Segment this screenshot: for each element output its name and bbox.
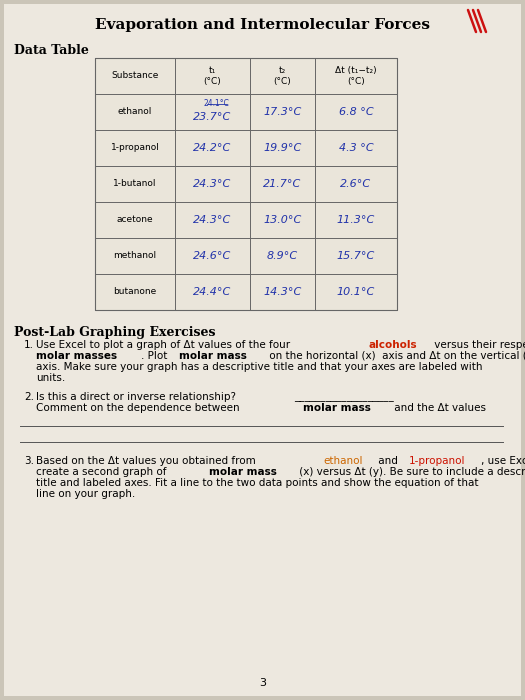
Text: 11.3°C: 11.3°C [337, 215, 375, 225]
Text: Evaporation and Intermolecular Forces: Evaporation and Intermolecular Forces [95, 18, 430, 32]
Text: Use Excel to plot a graph of Δt values of the four: Use Excel to plot a graph of Δt values o… [36, 340, 293, 350]
Text: ethanol: ethanol [118, 108, 152, 116]
Text: molar mass: molar mass [303, 403, 371, 413]
Text: 19.9°C: 19.9°C [264, 143, 302, 153]
Text: t₁
(°C): t₁ (°C) [204, 66, 222, 86]
Text: acetone: acetone [117, 216, 153, 225]
Text: versus their respective: versus their respective [431, 340, 525, 350]
Text: methanol: methanol [113, 251, 156, 260]
Text: 2.6°C: 2.6°C [340, 179, 372, 189]
Text: units.: units. [36, 373, 65, 383]
Text: ___________________: ___________________ [294, 392, 394, 402]
Text: Post-Lab Graphing Exercises: Post-Lab Graphing Exercises [14, 326, 215, 339]
Text: 24.2°C: 24.2°C [193, 143, 232, 153]
Bar [95, 58, 397, 310]
Text: 3: 3 [259, 678, 266, 688]
Text: 17.3°C: 17.3°C [264, 107, 302, 117]
Text: 13.0°C: 13.0°C [264, 215, 302, 225]
Text: molar masses: molar masses [36, 351, 117, 361]
Text: 1.: 1. [24, 340, 34, 350]
Text: 23.7°C: 23.7°C [193, 112, 232, 122]
Text: and: and [375, 456, 401, 466]
Text: 21.7°C: 21.7°C [264, 179, 302, 189]
Text: t₂
(°C): t₂ (°C) [274, 66, 291, 86]
Text: 2.: 2. [24, 392, 34, 402]
Text: 14.3°C: 14.3°C [264, 287, 302, 297]
Text: molar mass: molar mass [208, 467, 277, 477]
Text: Δt (t₁−t₂)
(°C): Δt (t₁−t₂) (°C) [335, 66, 377, 86]
Text: axis. Make sure your graph has a descriptive title and that your axes are labele: axis. Make sure your graph has a descrip… [36, 362, 482, 372]
Text: 24.6°C: 24.6°C [193, 251, 232, 261]
Text: 24.4°C: 24.4°C [193, 287, 232, 297]
Text: , use Excel to: , use Excel to [481, 456, 525, 466]
Text: 1-propanol: 1-propanol [111, 144, 160, 153]
Text: . Plot: . Plot [141, 351, 170, 361]
Text: Data Table: Data Table [14, 44, 89, 57]
Text: 8.9°C: 8.9°C [267, 251, 298, 261]
Text: molar mass: molar mass [179, 351, 247, 361]
Text: 24.3°C: 24.3°C [193, 179, 232, 189]
Text: butanone: butanone [113, 288, 156, 297]
Text: 6.8 °C: 6.8 °C [339, 107, 373, 117]
Text: Based on the Δt values you obtained from: Based on the Δt values you obtained from [36, 456, 259, 466]
Text: 10.1°C: 10.1°C [337, 287, 375, 297]
Text: Substance: Substance [111, 71, 159, 80]
Text: and the Δt values: and the Δt values [391, 403, 486, 413]
Text: alcohols: alcohols [368, 340, 417, 350]
Text: 1-butanol: 1-butanol [113, 179, 157, 188]
Text: title and labeled axes. Fit a line to the two data points and show the equation : title and labeled axes. Fit a line to th… [36, 478, 478, 488]
Text: 3.: 3. [24, 456, 34, 466]
Text: 24.1°C: 24.1°C [204, 99, 229, 108]
Text: on the horizontal (x)  axis and Δt on the vertical (y): on the horizontal (x) axis and Δt on the… [267, 351, 525, 361]
Text: Is this a direct or inverse relationship?: Is this a direct or inverse relationship… [36, 392, 236, 402]
Text: 4.3 °C: 4.3 °C [339, 143, 373, 153]
Text: 15.7°C: 15.7°C [337, 251, 375, 261]
Text: 24.3°C: 24.3°C [193, 215, 232, 225]
Text: ethanol: ethanol [324, 456, 363, 466]
Text: (x) versus Δt (y). Be sure to include a descriptive: (x) versus Δt (y). Be sure to include a … [296, 467, 525, 477]
Text: 1-propanol: 1-propanol [408, 456, 465, 466]
Text: Comment on the dependence between: Comment on the dependence between [36, 403, 243, 413]
Text: line on your graph.: line on your graph. [36, 489, 135, 499]
Text: create a second graph of: create a second graph of [36, 467, 170, 477]
